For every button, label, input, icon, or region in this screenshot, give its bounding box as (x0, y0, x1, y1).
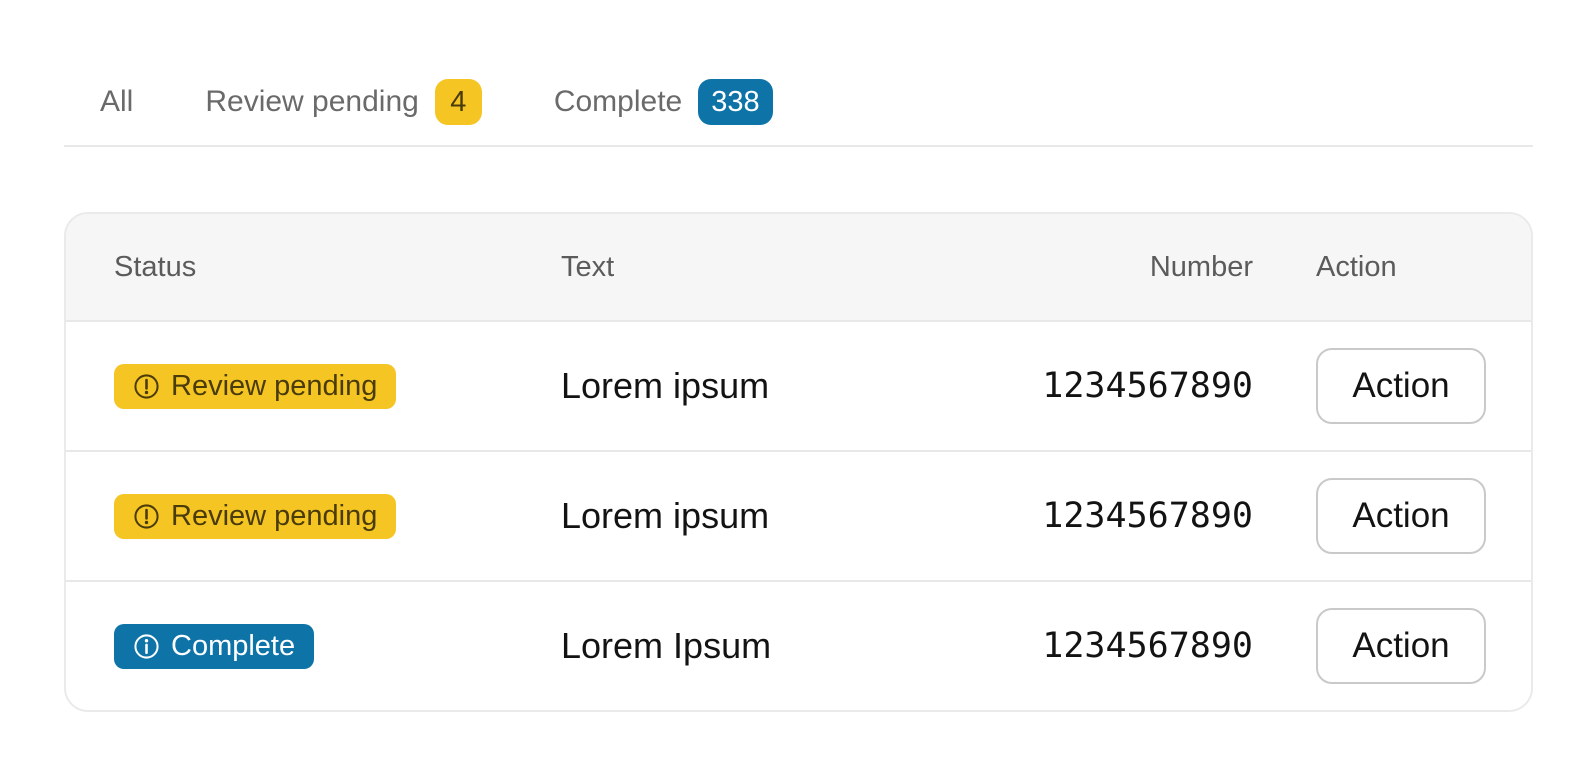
action-cell: Action (1268, 608, 1531, 684)
action-button[interactable]: Action (1316, 478, 1486, 554)
status-badge-review-pending: Review pending (114, 363, 397, 409)
text-cell: Lorem ipsum (561, 365, 770, 406)
action-cell: Action (1268, 348, 1531, 424)
column-header-action: Action (1316, 250, 1397, 283)
tab-all[interactable]: All (64, 78, 169, 126)
tab-bar: All Review pending 4 Complete 338 (0, 78, 1596, 126)
number-cell: 1234567890 (1042, 366, 1253, 406)
complete-count-badge: 338 (698, 79, 773, 125)
table-row: Review pending Lorem ipsum 1234567890 Ac… (66, 450, 1531, 580)
tab-review-pending-label: Review pending (205, 85, 419, 118)
status-cell: Review pending (66, 493, 561, 539)
status-badge-review-pending: Review pending (114, 493, 397, 539)
status-badge-label: Review pending (171, 499, 378, 532)
status-badge-label: Review pending (171, 369, 378, 402)
exclamation-circle-icon (133, 503, 160, 530)
tab-complete[interactable]: Complete 338 (518, 78, 809, 126)
tab-all-label: All (100, 85, 134, 118)
column-header-text: Text (561, 250, 615, 283)
text-cell: Lorem Ipsum (561, 625, 772, 666)
table-row: Review pending Lorem ipsum 1234567890 Ac… (66, 320, 1531, 450)
tab-review-pending[interactable]: Review pending 4 (169, 78, 517, 126)
column-header-status: Status (114, 250, 197, 283)
action-button[interactable]: Action (1316, 608, 1486, 684)
number-cell: 1234567890 (1042, 626, 1253, 666)
table-row: Complete Lorem Ipsum 1234567890 Action (66, 580, 1531, 710)
info-circle-icon (133, 633, 160, 660)
action-cell: Action (1268, 478, 1531, 554)
status-badge-complete: Complete (114, 623, 315, 669)
tab-complete-label: Complete (553, 85, 683, 118)
text-cell: Lorem ipsum (561, 495, 770, 536)
review-pending-count-badge: 4 (434, 79, 482, 125)
page: All Review pending 4 Complete 338 Status… (0, 78, 1596, 712)
table-header-row: Status Text Number Action (66, 214, 1531, 320)
action-button[interactable]: Action (1316, 348, 1486, 424)
status-cell: Complete (66, 623, 561, 669)
status-cell: Review pending (66, 363, 561, 409)
column-header-number: Number (1149, 250, 1253, 283)
exclamation-circle-icon (133, 373, 160, 400)
number-cell: 1234567890 (1042, 496, 1253, 536)
data-table-card: Status Text Number Action Review pending (64, 212, 1533, 712)
tab-bar-divider (64, 145, 1533, 147)
status-badge-label: Complete (171, 629, 296, 662)
